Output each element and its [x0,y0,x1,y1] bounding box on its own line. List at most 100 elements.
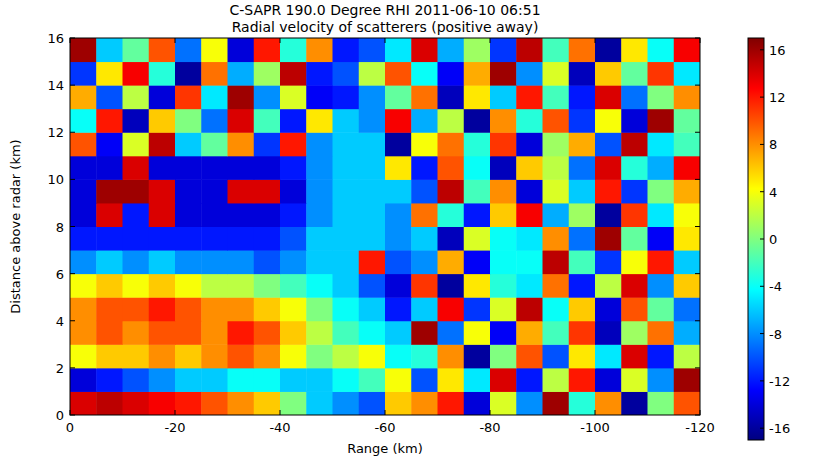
cell [175,132,202,156]
colorbar-tick-label: -16 [769,421,790,436]
cell [175,344,202,368]
cell [70,109,97,133]
x-tick-label: -120 [685,420,715,435]
cell [359,391,386,415]
cell [149,203,176,227]
cell [254,38,281,62]
cell [411,368,438,392]
cell [228,344,255,368]
cell [149,274,176,298]
cell [543,227,570,251]
cell [201,297,228,321]
cell [438,274,465,298]
cell [411,321,438,345]
cell [228,38,255,62]
cell [333,38,360,62]
cell [228,109,255,133]
cell [595,297,622,321]
cell [464,203,491,227]
cell [254,156,281,180]
cell [359,85,386,109]
cell [674,227,700,251]
cell [70,368,97,392]
cell [621,132,648,156]
cell [516,391,543,415]
cell [123,391,150,415]
cell [569,297,596,321]
cell [228,321,255,345]
cell [306,203,333,227]
x-tick [700,38,701,43]
cell [621,85,648,109]
x-tick [280,38,281,43]
cell [569,38,596,62]
cell [254,227,281,251]
cell [490,250,517,274]
colorbar-tick [760,333,764,334]
cell [490,62,517,86]
cell [96,391,123,415]
cell [621,250,648,274]
cell [175,62,202,86]
cell [516,250,543,274]
cell [123,85,150,109]
cell [96,321,123,345]
cell [411,391,438,415]
x-tick-label: -20 [164,420,185,435]
cell [123,109,150,133]
cell [96,132,123,156]
cell [516,344,543,368]
cell [595,321,622,345]
x-tick-label: -100 [580,420,610,435]
x-tick-label: 0 [66,420,74,435]
colorbar-tick-label: 4 [769,185,777,200]
cell [254,297,281,321]
cell [96,62,123,86]
cell [648,38,675,62]
cell [280,85,307,109]
cell [569,179,596,203]
cell [438,297,465,321]
cell [359,227,386,251]
cell [149,156,176,180]
y-tick-label: 12 [47,125,64,140]
cell [306,179,333,203]
cell [306,250,333,274]
cell [70,344,97,368]
cell [385,132,412,156]
cell [516,227,543,251]
y-tick [70,320,75,321]
cell [385,85,412,109]
cell [516,274,543,298]
cell [306,391,333,415]
cell [280,321,307,345]
cell [490,297,517,321]
cell [621,344,648,368]
cell [464,132,491,156]
cell [464,321,491,345]
chart: 0-20-40-60-80-100-1200246810121416C-SAPR… [0,0,827,469]
cell [569,132,596,156]
x-tick [490,410,491,415]
cell [96,179,123,203]
cell [96,250,123,274]
cell [280,391,307,415]
cell [674,179,700,203]
cell [149,85,176,109]
cell [595,62,622,86]
cell [333,227,360,251]
cell [569,85,596,109]
cell [359,156,386,180]
cell [201,85,228,109]
cell [333,156,360,180]
cell [411,227,438,251]
cell [149,132,176,156]
cell [411,156,438,180]
cell [543,274,570,298]
y-tick-label: 0 [56,408,64,423]
cell [228,227,255,251]
cell [648,109,675,133]
cell [385,321,412,345]
cell [228,297,255,321]
cell [306,227,333,251]
